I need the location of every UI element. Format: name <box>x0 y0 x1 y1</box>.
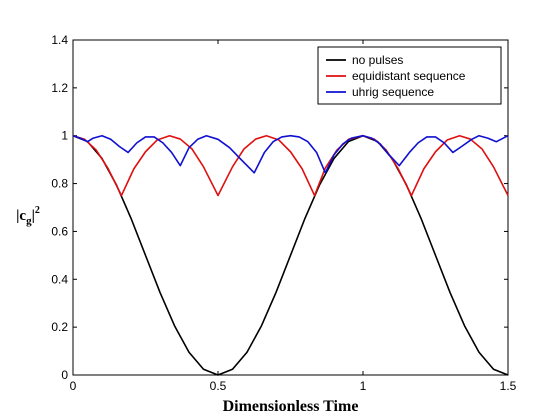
series-line-3 <box>72 134 509 174</box>
y-axis-ticks: 0 0.2 0.4 0.6 0.8 1 1.2 1.4 <box>51 33 508 382</box>
legend-entry: no pulses <box>352 53 403 67</box>
y-tick-label: 1 <box>61 129 68 143</box>
x-axis-label: Dimensionless Time <box>223 398 359 415</box>
legend-box <box>317 46 502 105</box>
y-tick-label: 1.2 <box>51 81 68 95</box>
y-axis-label-main: |c <box>16 208 26 224</box>
y-axis-label-sub: g <box>26 215 32 227</box>
series-layer <box>72 134 509 376</box>
y-tick-label: 0.6 <box>51 224 68 238</box>
series-line-1 <box>72 134 509 376</box>
x-tick-label: 1 <box>360 379 367 393</box>
y-axis-label-end: | <box>32 208 35 224</box>
y-tick-label: 0.4 <box>51 272 68 286</box>
y-tick-label: 0.8 <box>51 177 68 191</box>
y-axis-label-sup: 2 <box>35 205 40 216</box>
y-tick-label: 0.2 <box>51 320 68 334</box>
x-tick-label: 0.5 <box>210 379 227 393</box>
legend-entry: uhrig sequence <box>352 85 434 99</box>
legend: no pulses equidistant sequence uhrig seque… <box>317 46 502 105</box>
x-tick-label: 0 <box>70 379 77 393</box>
series-line-2 <box>72 134 509 197</box>
x-axis-ticks: 0 0.5 1 1.5 <box>70 40 517 393</box>
y-axis-label: |cg|2 <box>16 205 40 227</box>
x-tick-label: 1.5 <box>500 379 517 393</box>
legend-entry: equidistant sequence <box>352 69 466 83</box>
y-tick-label: 0 <box>61 368 68 382</box>
y-tick-label: 1.4 <box>51 33 68 47</box>
